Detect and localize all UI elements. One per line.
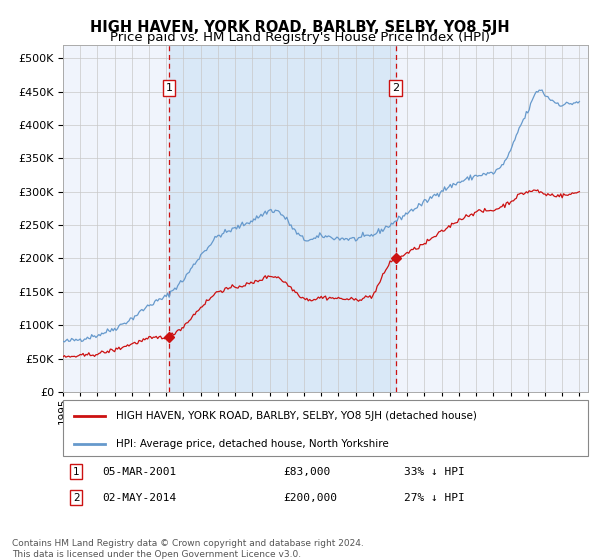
Text: 05-MAR-2001: 05-MAR-2001 <box>103 467 176 477</box>
Text: 02-MAY-2014: 02-MAY-2014 <box>103 493 176 503</box>
Text: 2: 2 <box>392 83 399 93</box>
Text: 1: 1 <box>166 83 173 93</box>
Text: £200,000: £200,000 <box>284 493 337 503</box>
Text: 2: 2 <box>73 493 79 503</box>
Text: HIGH HAVEN, YORK ROAD, BARLBY, SELBY, YO8 5JH (detached house): HIGH HAVEN, YORK ROAD, BARLBY, SELBY, YO… <box>115 411 476 421</box>
Text: HPI: Average price, detached house, North Yorkshire: HPI: Average price, detached house, Nort… <box>115 439 388 449</box>
Bar <box>169 45 396 392</box>
Text: 27% ↓ HPI: 27% ↓ HPI <box>404 493 465 503</box>
Text: Contains HM Land Registry data © Crown copyright and database right 2024.
This d: Contains HM Land Registry data © Crown c… <box>12 539 364 559</box>
Text: Price paid vs. HM Land Registry's House Price Index (HPI): Price paid vs. HM Land Registry's House … <box>110 31 490 44</box>
Text: £83,000: £83,000 <box>284 467 331 477</box>
Text: 1: 1 <box>73 467 79 477</box>
Text: HIGH HAVEN, YORK ROAD, BARLBY, SELBY, YO8 5JH: HIGH HAVEN, YORK ROAD, BARLBY, SELBY, YO… <box>90 20 510 35</box>
FancyBboxPatch shape <box>63 400 588 456</box>
Text: 33% ↓ HPI: 33% ↓ HPI <box>404 467 465 477</box>
